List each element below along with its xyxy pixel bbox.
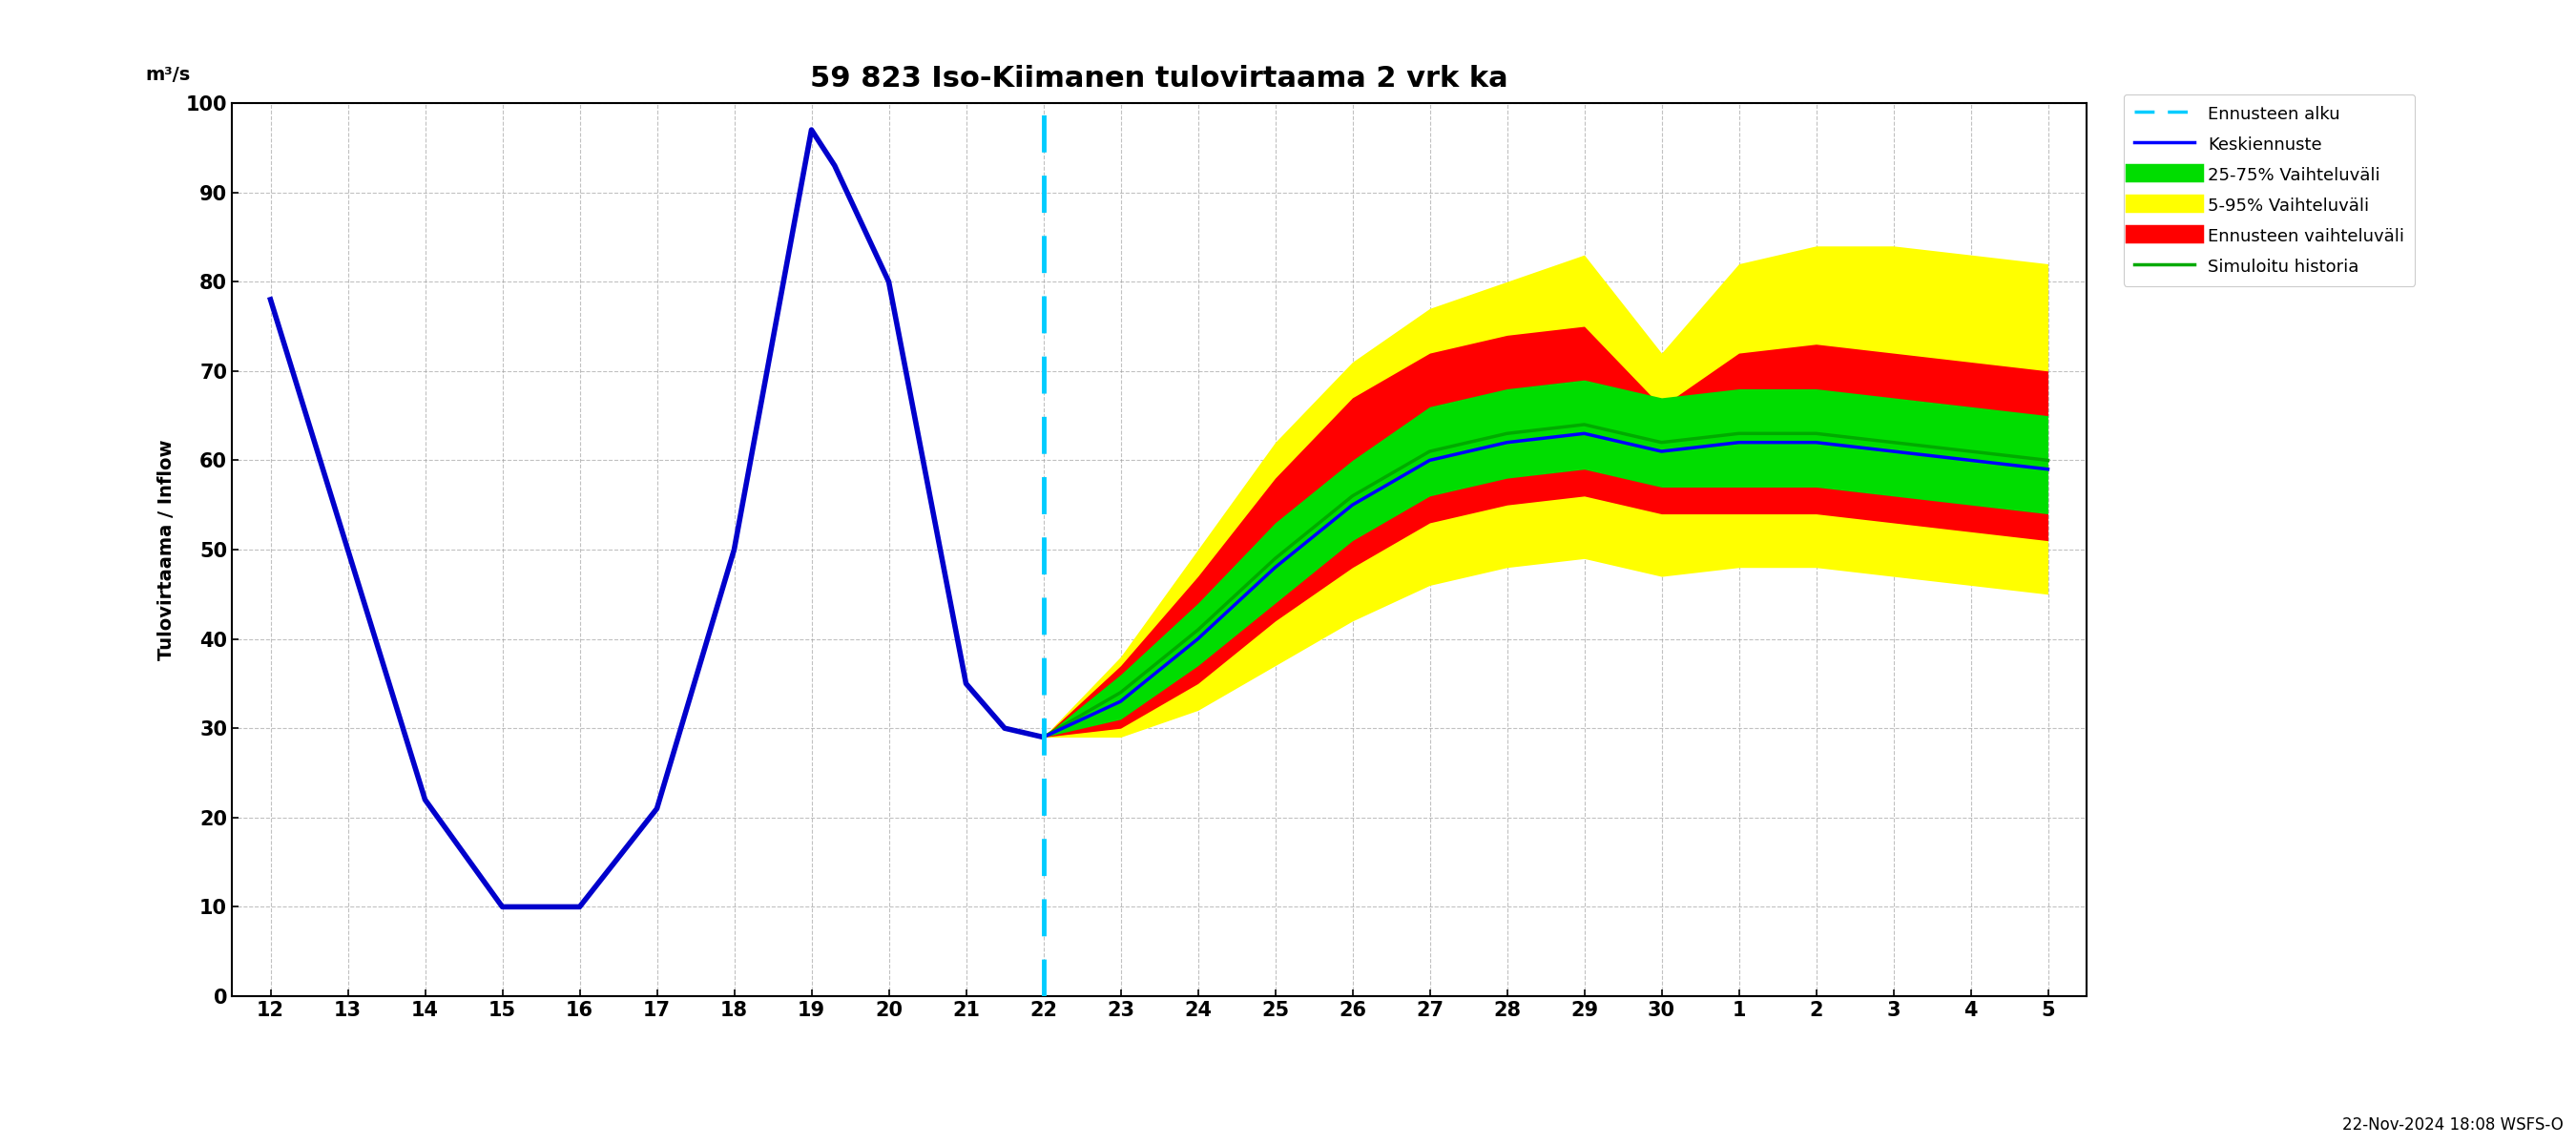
Legend: Ennusteen alku, Keskiennuste, 25-75% Vaihteluväli, 5-95% Vaihteluväli, Ennusteen: Ennusteen alku, Keskiennuste, 25-75% Vai…	[2123, 94, 2414, 286]
Text: m³/s: m³/s	[144, 65, 191, 84]
Text: 22-Nov-2024 18:08 WSFS-O: 22-Nov-2024 18:08 WSFS-O	[2342, 1116, 2563, 1134]
Title: 59 823 Iso-Kiimanen tulovirtaama 2 vrk ka: 59 823 Iso-Kiimanen tulovirtaama 2 vrk k…	[811, 65, 1507, 93]
Y-axis label: Tulovirtaama / Inflow: Tulovirtaama / Inflow	[157, 440, 175, 660]
